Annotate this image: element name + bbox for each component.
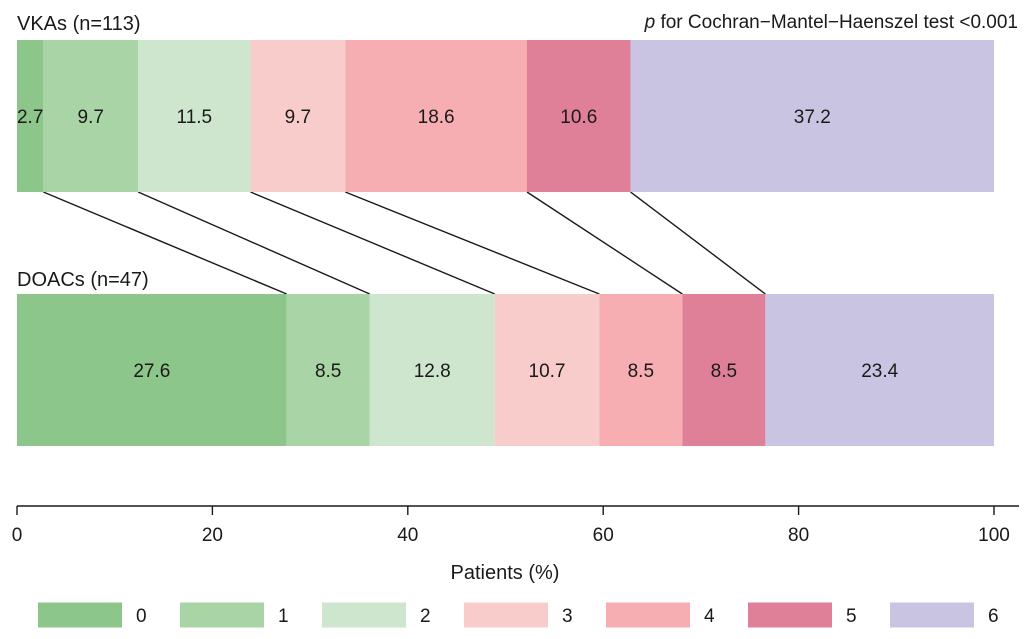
legend-item: 5 (748, 602, 857, 628)
legend-swatch (464, 602, 548, 628)
x-axis-label: Patients (%) (451, 562, 560, 584)
legend-label: 5 (846, 606, 857, 627)
bar-segment (630, 40, 994, 192)
bar-group-1: DOACs (n=47) 27.6 8.5 12.8 10.7 8.5 8.5 23.4 (17, 269, 994, 446)
segment-label: 9.7 (285, 107, 311, 128)
legend-swatch (38, 602, 122, 628)
segment-label: 2.7 (17, 107, 43, 128)
connector-line (345, 191, 600, 295)
connector-line (630, 191, 766, 295)
segment-label: 18.6 (418, 107, 455, 128)
bar-segment (765, 294, 994, 446)
bar-segment (369, 294, 495, 446)
segment-label: 27.6 (133, 361, 170, 382)
bar-segment (286, 294, 370, 446)
segment-label: 37.2 (794, 107, 831, 128)
annotation-text: for Cochran−Mantel−Haenszel test <0.001 (655, 12, 1018, 33)
segment-label: 8.5 (711, 361, 737, 382)
segment-label: 8.5 (628, 361, 654, 382)
legend-label: 1 (278, 606, 289, 627)
legend-swatch (322, 602, 406, 628)
chart-annotation: p for Cochran−Mantel−Haenszel test <0.00… (644, 12, 1018, 33)
bar-segment (599, 294, 683, 446)
bar-segment (250, 40, 346, 192)
annotation-p: p (644, 12, 656, 33)
legend-swatch (890, 602, 974, 628)
legend-label: 3 (562, 606, 573, 627)
x-tick-label: 0 (12, 525, 23, 546)
x-axis: 0 20 40 60 80 100 (12, 505, 1019, 546)
legend-item: 3 (464, 602, 573, 628)
bar-segment (494, 294, 600, 446)
legend-item: 4 (606, 602, 715, 628)
legend-label: 6 (988, 606, 999, 627)
connector-line (526, 191, 683, 295)
segment-label: 12.8 (414, 361, 451, 382)
legend: 0 1 2 3 4 5 6 (38, 602, 999, 628)
bar-segment (138, 40, 251, 192)
legend-swatch (606, 602, 690, 628)
legend-label: 4 (704, 606, 715, 627)
bar-segment (526, 40, 631, 192)
legend-item: 0 (38, 602, 147, 628)
group-label: VKAs (n=113) (17, 13, 141, 35)
connector-line (137, 191, 370, 295)
legend-item: 1 (180, 602, 289, 628)
legend-swatch (180, 602, 264, 628)
legend-label: 0 (136, 606, 147, 627)
bar-segment (43, 40, 139, 192)
connector-line (250, 191, 496, 295)
x-tick-label: 80 (788, 525, 809, 546)
bar-group-0: VKAs (n=113) 2.7 9.7 11.5 9.7 18.6 10.6 37.2 (17, 13, 994, 192)
connector-line (43, 191, 287, 295)
legend-item: 6 (890, 602, 999, 628)
segment-label: 23.4 (861, 361, 898, 382)
connector-lines (43, 191, 766, 295)
bar-segment (682, 294, 766, 446)
bar-segment (17, 40, 44, 192)
legend-swatch (748, 602, 832, 628)
bar-segment (17, 294, 287, 446)
x-tick-label: 40 (397, 525, 418, 546)
x-tick-label: 20 (202, 525, 223, 546)
segment-label: 9.7 (78, 107, 104, 128)
segment-label: 10.6 (560, 107, 597, 128)
legend-item: 2 (322, 602, 431, 628)
segment-label: 11.5 (177, 107, 213, 128)
bar-groups: VKAs (n=113) 2.7 9.7 11.5 9.7 18.6 10.6 37.2 DOA… (17, 13, 994, 446)
x-tick-label: 60 (593, 525, 614, 546)
x-tick-label: 100 (978, 525, 1010, 546)
group-label: DOACs (n=47) (17, 269, 149, 291)
legend-label: 2 (420, 606, 431, 627)
segment-label: 10.7 (529, 361, 566, 382)
segment-label: 8.5 (315, 361, 341, 382)
bar-segment (345, 40, 527, 192)
